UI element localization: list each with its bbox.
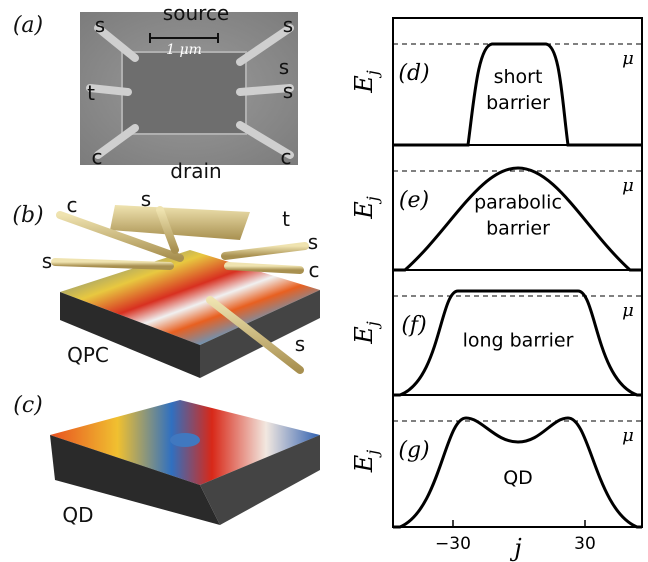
energy-curve [393,42,642,147]
panel-label: (d) [398,61,429,86]
scale-label: 1 μm [166,42,202,58]
lead-label: t [87,81,95,105]
lead-label: s [42,249,52,273]
y-axis-symbol: E [350,75,378,94]
electrode-label: drain [170,159,221,183]
panel-label: (a) [13,13,43,38]
mu-label: μ [622,300,634,321]
y-axis-symbol: E [350,454,378,473]
lead-label: s [308,230,318,254]
qd-surface [50,400,320,525]
y-axis-symbol: E [350,201,378,220]
panel-frame [392,394,643,528]
lead-label: c [67,193,78,217]
sem-image [80,12,298,165]
mu-label: μ [622,48,634,69]
mu-label: μ [622,425,634,446]
lead-label: c [309,258,320,282]
energy-panel: μ (g) QD Ej [350,394,643,529]
x-axis-label: j [509,534,522,562]
lead-label: t [282,207,290,231]
lead-label: c [92,145,103,169]
y-axis-subscript: j [363,196,382,204]
y-axis-subscript: j [363,70,382,78]
y-axis-subscript: j [363,450,382,458]
lead-label: s [283,79,293,103]
energy-curve [393,416,642,529]
panel-label: (g) [398,438,429,463]
x-tick-label: 30 [574,534,596,554]
y-axis-label: Ej [350,321,382,345]
lead-label: s [95,13,105,37]
panel-text: parabolic [474,192,562,214]
energy-panel: μ (f) long barrier Ej [350,269,643,397]
caption: QD [62,503,93,527]
panel-text: barrier [486,92,550,114]
caption: QPC [67,343,109,367]
qpc-surface [51,205,320,378]
y-axis-label: Ej [350,196,382,220]
electrode-label: source [163,1,229,25]
energy-panel: μ (d) short barrier Ej [350,17,643,147]
panel-label: (b) [12,203,43,228]
y-axis-label: Ej [350,70,382,94]
energy-panel: μ (e) parabolic barrier Ej [350,144,643,272]
panel-text: short [494,66,543,88]
x-tick-label: −30 [435,534,471,554]
lead-label: s [295,332,305,356]
lead-label: c [281,145,292,169]
panel-text: long barrier [463,330,574,352]
y-axis-symbol: E [350,326,378,345]
y-axis-subscript: j [363,321,382,329]
panel-label: (e) [399,188,429,213]
y-axis-label: Ej [350,450,382,474]
mu-label: μ [622,175,634,196]
energy-curve [393,289,642,397]
energy-curve [393,166,642,272]
lead-label: s [141,187,151,211]
panel-text: barrier [486,218,550,240]
panel-text: QD [503,467,533,489]
panel-label: (c) [13,393,43,418]
panel-label: (f) [401,313,426,338]
lead-label: s [283,13,293,37]
lead-label: s [279,55,289,79]
